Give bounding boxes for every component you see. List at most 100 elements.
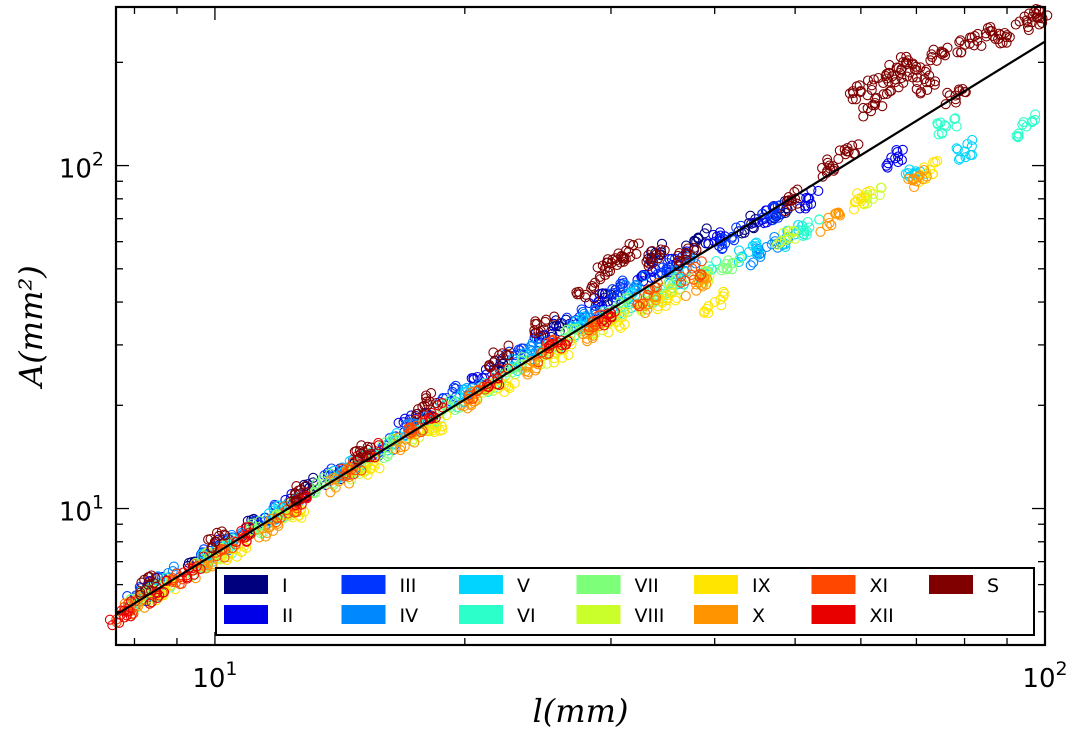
data-point [891, 145, 902, 156]
data-point [195, 563, 206, 575]
data-point [932, 156, 943, 167]
data-point [354, 452, 365, 463]
data-point [766, 239, 777, 250]
data-point [492, 373, 503, 384]
data-point [852, 193, 864, 205]
plot-frame [114, 5, 1047, 647]
data-point [1030, 109, 1041, 120]
data-point [761, 217, 772, 228]
data-point [733, 245, 745, 256]
data-point [447, 386, 458, 397]
data-point [938, 47, 949, 58]
data-point [587, 316, 598, 328]
legend-swatch [694, 575, 738, 594]
legend-swatch [576, 605, 621, 624]
data-point [886, 152, 897, 163]
axes-layer [114, 5, 1047, 647]
data-point [653, 253, 664, 264]
data-point [655, 244, 666, 255]
data-point [823, 212, 834, 223]
legend-label: V [517, 575, 530, 597]
data-point [503, 350, 515, 361]
legend-swatch [224, 605, 268, 624]
data-point [365, 452, 376, 463]
data-point [1013, 128, 1024, 139]
data-point [928, 44, 939, 55]
data-point [868, 74, 879, 85]
legend-swatch [694, 605, 738, 624]
legend-swatch [929, 575, 973, 594]
data-point [631, 279, 642, 290]
data-point [854, 80, 865, 91]
legend-swatch [341, 605, 386, 624]
data-point [462, 403, 473, 414]
data-point [263, 508, 274, 519]
data-point [689, 242, 700, 253]
data-point [768, 202, 779, 214]
data-point [432, 400, 443, 411]
data-point [231, 551, 243, 562]
data-point [548, 357, 560, 368]
data-point [404, 428, 415, 439]
data-point [633, 301, 644, 312]
data-point [667, 287, 678, 298]
data-point [802, 216, 813, 228]
data-point [445, 394, 456, 405]
data-point [892, 147, 903, 158]
data-point [691, 244, 702, 256]
data-point [675, 277, 687, 288]
data-point [374, 463, 385, 474]
data-point [183, 563, 195, 574]
data-point [592, 262, 603, 273]
data-point [616, 250, 627, 261]
data-point [897, 144, 908, 155]
data-point [642, 253, 654, 265]
data-point [393, 417, 404, 428]
data-point [607, 284, 618, 295]
data-point [466, 373, 477, 384]
data-point [664, 284, 675, 295]
data-point [927, 168, 938, 179]
data-point [119, 605, 130, 616]
data-point [338, 470, 349, 482]
data-point [789, 233, 801, 244]
data-point [955, 47, 967, 58]
data-point [799, 200, 811, 211]
data-point [901, 71, 913, 82]
data-point [674, 248, 685, 259]
data-point [450, 383, 461, 394]
data-point [696, 270, 707, 281]
data-point [772, 239, 783, 250]
data-point [786, 201, 797, 212]
data-point [1014, 16, 1025, 27]
data-point [421, 426, 433, 437]
data-point [663, 277, 674, 288]
data-point [549, 311, 560, 322]
data-point [533, 357, 544, 368]
data-point [719, 288, 730, 299]
data-point [995, 29, 1006, 41]
data-point [494, 379, 505, 390]
data-point [586, 283, 597, 294]
data-point [434, 425, 445, 436]
data-point [995, 38, 1006, 49]
data-point [543, 348, 554, 359]
data-point [300, 480, 311, 492]
data-point [606, 312, 617, 323]
data-point [782, 204, 793, 215]
y-axis-label: A(mm²) [12, 265, 50, 390]
data-point [295, 484, 306, 495]
data-point [1024, 8, 1035, 19]
data-point [632, 299, 643, 310]
data-point [136, 577, 147, 588]
data-point [1017, 119, 1028, 130]
legend-label: VIII [635, 605, 665, 627]
data-point [703, 301, 714, 312]
data-point [411, 408, 422, 420]
data-point [488, 347, 499, 358]
data-point [264, 522, 275, 533]
data-point [930, 76, 941, 87]
data-point [729, 235, 740, 246]
data-point [932, 119, 944, 130]
data-point [614, 320, 625, 332]
